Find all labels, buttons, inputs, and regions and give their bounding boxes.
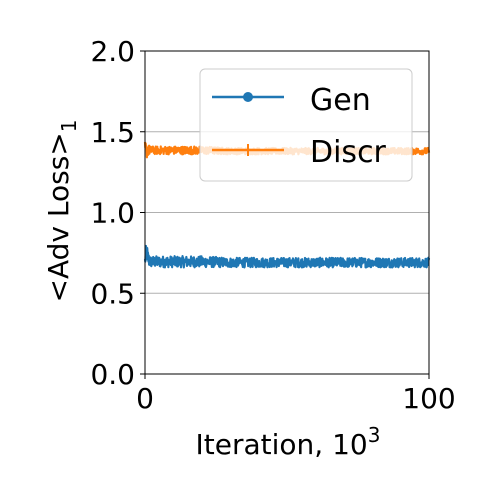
y-tick-label-1: 0.5 bbox=[90, 277, 135, 310]
y-axis-label: <Adv Loss>1 bbox=[42, 120, 81, 303]
y-tick-label-3: 1.5 bbox=[90, 116, 135, 149]
legend-gen-marker bbox=[243, 92, 253, 102]
legend-gen-label: Gen bbox=[310, 83, 371, 118]
ticks: 0.0 0.5 1.0 1.5 2.0 0 100 bbox=[90, 35, 455, 415]
x-tick-label-1: 100 bbox=[402, 382, 455, 415]
y-axis-label-main: <Adv Loss> bbox=[42, 132, 75, 302]
y-axis-label-sub: 1 bbox=[57, 120, 81, 133]
legend: Gen Discr bbox=[199, 68, 413, 182]
x-tick-label-0: 0 bbox=[136, 382, 154, 415]
legend-discr-label: Discr bbox=[310, 135, 387, 170]
x-axis-label-main: Iteration, 10 bbox=[196, 428, 368, 461]
x-axis-label: Iteration, 103 bbox=[196, 423, 381, 461]
x-axis-label-sup: 3 bbox=[368, 423, 381, 447]
y-tick-label-2: 1.0 bbox=[90, 197, 135, 230]
y-tick-label-4: 2.0 bbox=[90, 35, 135, 68]
y-tick-label-0: 0.0 bbox=[90, 358, 135, 391]
legend-entry-discr: Discr bbox=[212, 135, 387, 170]
legend-discr-marker bbox=[242, 144, 254, 156]
series-line-gen bbox=[143, 244, 431, 269]
legend-entry-gen: Gen bbox=[212, 83, 371, 118]
